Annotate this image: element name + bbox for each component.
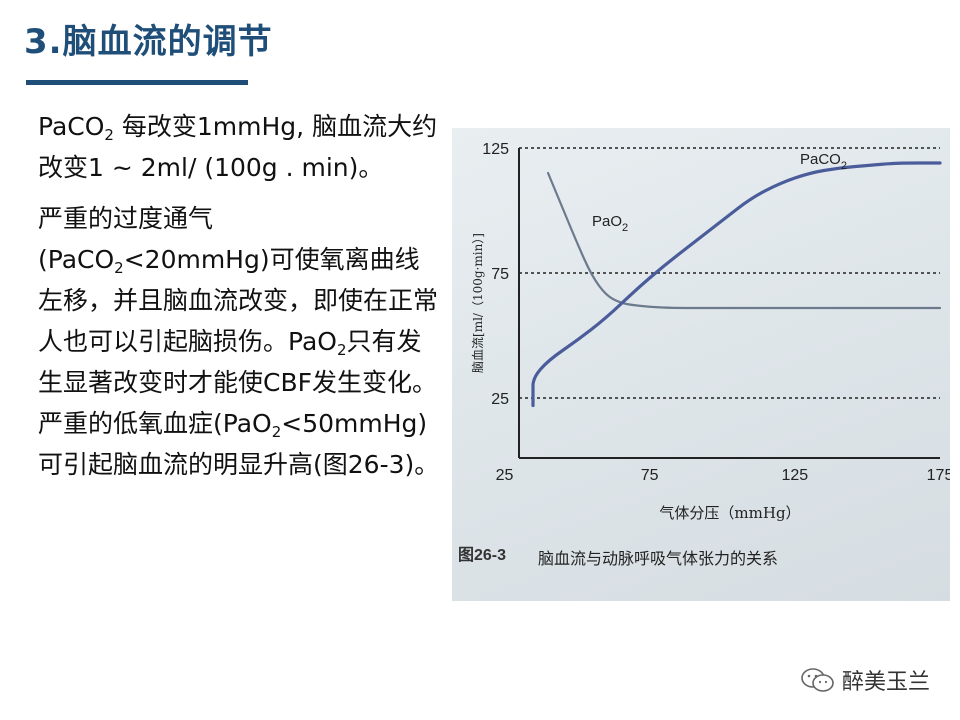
- x-axis-label: 气体分压（mmHg）: [659, 504, 800, 522]
- watermark-text: 醉美玉兰: [841, 670, 930, 695]
- series-line-pao2: [546, 171, 942, 310]
- p2-text-b: <20mmHg)可使氧离曲线左移，并且脑血流改变，即使在正常人也可以引起脑损伤。…: [38, 245, 439, 356]
- x-tick-label: 25: [496, 467, 514, 484]
- series-label: PaCO2: [800, 151, 847, 172]
- p2-text-d: <50mmHg)可引起脑血流的明显升高(图26-3)。: [38, 409, 440, 479]
- p2-text-a: 严重的过度通气(PaCO: [38, 204, 214, 274]
- paragraph-2: 严重的过度通气(PaCO2<20mmHg)可使氧离曲线左移，并且脑血流改变，即使…: [38, 198, 443, 485]
- p1-text-b: 每改变1mmHg, 脑血流大约改变1 ~ 2ml/ (100g . min)。: [38, 112, 438, 182]
- figure-caption-text: 脑血流与动脉呼吸气体张力的关系: [538, 549, 778, 568]
- p2-text-c: 只有发生显著改变时才能使CBF发生变化。严重的低氧血症(PaO: [38, 327, 437, 438]
- title-underline: [26, 80, 248, 85]
- y-axis-label: 脑血流[ml/（100g·min）]: [471, 233, 485, 373]
- series-line-paco2: [531, 161, 942, 408]
- slide-title: 3.脑血流的调节: [24, 22, 273, 62]
- wechat-icon: [801, 668, 834, 692]
- y-tick-label: 25: [491, 391, 509, 408]
- p1-subscript: 2: [104, 126, 114, 144]
- x-tick-label: 75: [641, 467, 659, 484]
- figure-photo: 125 75 25 25 75 125 175 PaO2 PaCO2 脑血流[ml/（100g·m…: [452, 128, 950, 601]
- series-label: PaO2: [592, 213, 628, 234]
- p2-subscript-c: 2: [271, 423, 282, 441]
- p2-subscript-b: 2: [336, 341, 347, 359]
- p2-subscript-a: 2: [114, 259, 124, 277]
- figure-caption-label: 图26-3: [458, 546, 506, 564]
- paragraph-1: PaCO2 每改变1mmHg, 脑血流大约改变1 ~ 2ml/ (100g . …: [38, 106, 443, 188]
- body-text: PaCO2 每改变1mmHg, 脑血流大约改变1 ~ 2ml/ (100g . …: [38, 106, 443, 495]
- p1-text-a: PaCO: [38, 112, 105, 141]
- x-tick-label: 125: [781, 467, 808, 484]
- watermark: 醉美玉兰: [800, 664, 930, 696]
- chart: 125 75 25 25 75 125 175 PaO2 PaCO2 脑血流[ml/（100g·m…: [458, 141, 950, 568]
- y-tick-label: 125: [482, 141, 509, 158]
- x-tick-label: 175: [927, 467, 950, 484]
- y-tick-label: 75: [491, 266, 509, 283]
